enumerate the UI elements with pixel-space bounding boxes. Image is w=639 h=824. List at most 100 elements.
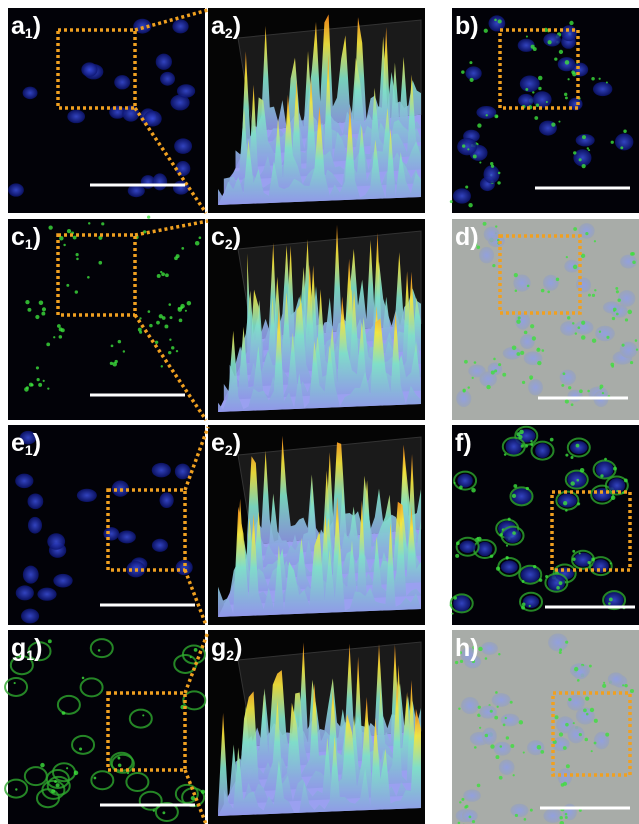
green-dot xyxy=(635,339,638,342)
green-dot xyxy=(477,784,481,788)
green-dot xyxy=(486,385,490,389)
cell-nucleus xyxy=(543,275,559,291)
cell-nucleus xyxy=(465,66,481,80)
green-dot xyxy=(512,346,517,351)
green-dot xyxy=(599,331,601,333)
panel-paren: ) xyxy=(233,429,241,457)
green-dot xyxy=(98,649,101,652)
green-dot xyxy=(591,750,593,752)
green-dot xyxy=(490,744,494,748)
green-dot xyxy=(581,321,585,325)
green-dot xyxy=(566,256,568,258)
green-dot xyxy=(490,162,493,165)
green-dot xyxy=(474,361,477,364)
panel-subscript: 2 xyxy=(225,236,233,252)
green-dot xyxy=(583,709,587,713)
green-dot xyxy=(497,706,499,708)
green-dot xyxy=(461,70,464,73)
panel-subscript: 2 xyxy=(225,25,233,41)
cell-nucleus xyxy=(603,301,621,313)
green-dot xyxy=(485,657,488,660)
green-dot xyxy=(604,458,607,461)
green-dot xyxy=(565,723,569,727)
cell-nucleus xyxy=(479,247,494,263)
green-dot xyxy=(450,200,453,203)
green-dot xyxy=(118,764,122,768)
green-dot xyxy=(499,776,503,780)
green-dot xyxy=(40,763,45,768)
green-dot xyxy=(15,788,17,790)
green-dot xyxy=(513,484,517,488)
green-dot xyxy=(98,261,102,265)
green-dot xyxy=(602,392,604,394)
green-dot xyxy=(580,468,585,473)
green-dot xyxy=(600,385,604,389)
green-dot xyxy=(542,349,545,352)
panel-subscript: 2 xyxy=(226,647,234,663)
green-dot xyxy=(519,720,523,724)
green-dot xyxy=(559,732,563,736)
green-dot xyxy=(500,533,503,536)
green-dot xyxy=(610,363,614,367)
cell-nucleus xyxy=(494,742,511,756)
cell-nucleus xyxy=(118,531,136,544)
green-dot xyxy=(168,303,171,306)
green-dot xyxy=(548,40,552,44)
green-dot xyxy=(564,93,567,96)
green-dot xyxy=(530,378,532,380)
green-dot xyxy=(160,271,162,273)
panel-letter: c xyxy=(11,223,25,251)
green-dot xyxy=(521,606,525,610)
green-dot xyxy=(585,232,588,235)
green-dot xyxy=(473,155,477,159)
green-dot xyxy=(526,487,529,490)
cell-nucleus xyxy=(504,528,521,543)
green-dot xyxy=(568,386,571,389)
green-dot xyxy=(613,310,615,312)
green-dot xyxy=(572,72,576,76)
green-dot xyxy=(48,225,52,229)
green-dot xyxy=(613,467,617,471)
green-dot xyxy=(471,488,476,493)
green-dot xyxy=(508,518,511,521)
cell-nucleus xyxy=(520,334,535,349)
green-dot xyxy=(526,36,528,38)
panel-letter: e xyxy=(11,429,25,457)
green-dot xyxy=(467,148,469,150)
cell-nucleus xyxy=(523,595,539,608)
green-dot xyxy=(42,307,46,311)
green-dot xyxy=(190,656,192,658)
green-dot xyxy=(565,60,570,65)
green-dot xyxy=(155,341,158,344)
green-dot xyxy=(611,141,614,144)
green-dot xyxy=(628,310,633,315)
green-dot xyxy=(536,348,540,352)
green-dot xyxy=(498,19,502,23)
green-dot xyxy=(523,751,525,753)
green-dot xyxy=(462,144,465,147)
green-dot xyxy=(590,708,594,712)
green-dot xyxy=(573,227,577,231)
green-dot xyxy=(512,494,516,498)
green-dot xyxy=(472,377,474,379)
green-dot xyxy=(563,501,567,505)
cell-nucleus xyxy=(593,488,612,501)
green-dot xyxy=(570,456,573,459)
green-dot xyxy=(66,284,69,287)
green-dot xyxy=(500,745,503,748)
green-dot xyxy=(594,240,596,242)
panel-letter: e xyxy=(211,429,225,457)
green-dot xyxy=(603,682,605,684)
green-dot xyxy=(624,478,628,482)
panel-letter: a xyxy=(11,12,26,40)
green-dot xyxy=(525,88,528,91)
green-dot xyxy=(27,308,31,312)
green-dot xyxy=(498,172,501,175)
green-dot xyxy=(176,350,178,352)
cell-nucleus xyxy=(176,560,193,575)
green-dot xyxy=(469,816,472,819)
green-dot xyxy=(632,261,636,265)
cell-nucleus xyxy=(484,165,500,183)
cell-nucleus xyxy=(506,438,522,454)
green-dot xyxy=(513,774,515,776)
